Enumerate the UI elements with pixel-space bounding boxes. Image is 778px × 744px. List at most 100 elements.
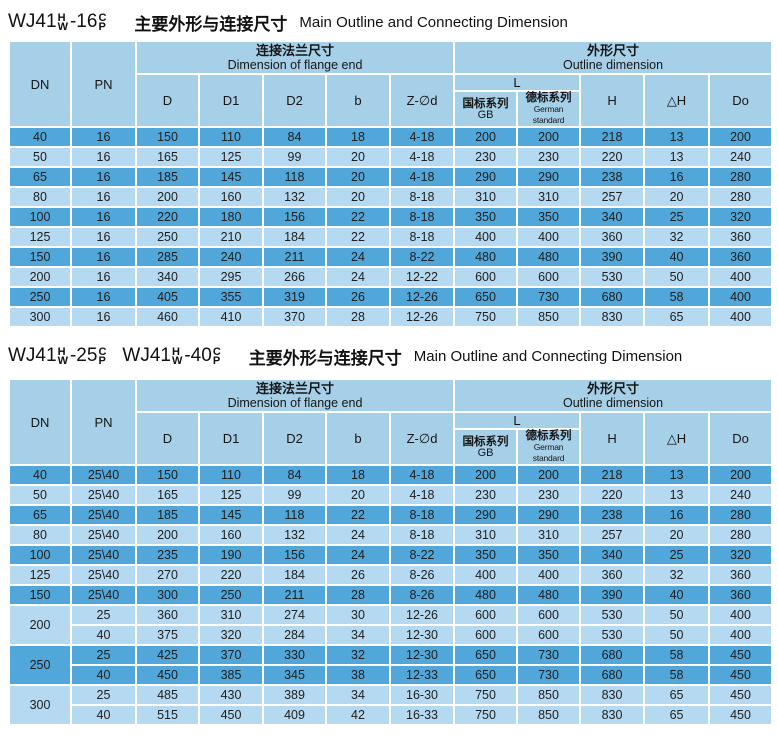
group-header-outline-cn: 外形尺寸: [587, 43, 640, 58]
col-header-l: L: [453, 73, 582, 92]
cell: 12-22: [388, 266, 456, 288]
model-code-wj41-40: WJ41 H W -40 C P: [122, 345, 222, 367]
cell: 350: [516, 206, 582, 228]
model-rating: -25: [69, 345, 98, 366]
table-body: 40 25\40 150 110 84 18 4-18 200 200 218 13 200 50 25\…: [8, 464, 774, 726]
cell: 385: [198, 664, 264, 686]
model-sup2: C: [212, 346, 221, 358]
cell: 132: [262, 524, 327, 546]
col-header-delta-h: △H: [643, 411, 711, 466]
catalog-page: WJ41 H W -16 C P 主要外形与连接尺寸 Main Outline and C…: [8, 11, 774, 726]
cell: 200: [708, 126, 774, 148]
table-header: DN PN 连接法兰尺寸 Dimension of flange end 外形尺…: [8, 378, 774, 466]
cell: 16: [643, 504, 711, 526]
cell: 280: [708, 524, 774, 546]
model-rating: -40: [184, 345, 212, 366]
cell: 450: [198, 704, 264, 726]
group-header-outline-en: Outline dimension: [563, 58, 664, 72]
cell: 850: [516, 306, 582, 328]
cell: 8-26: [388, 584, 456, 606]
cell: 530: [579, 266, 646, 288]
col-header-zd: Z-∅d: [388, 411, 456, 466]
cell: 238: [579, 504, 646, 526]
cell: 8-18: [388, 524, 456, 546]
cell: 24: [325, 266, 391, 288]
cell: 165: [135, 484, 200, 506]
cell-pn: 25\40: [70, 484, 137, 506]
cell: 830: [579, 704, 646, 726]
dimension-table-pn25-40: DN PN 连接法兰尺寸 Dimension of flange end 外形尺…: [8, 378, 774, 726]
cell: 310: [516, 186, 582, 208]
cell-pn: 25\40: [70, 564, 137, 586]
cell: 600: [516, 624, 582, 646]
cell: 360: [579, 226, 646, 248]
cell: 200: [708, 464, 774, 486]
cell: 290: [516, 166, 582, 188]
cell: 125: [198, 484, 264, 506]
col-header-pn: PN: [70, 378, 137, 466]
cell: 280: [708, 166, 774, 188]
cell: 350: [453, 206, 519, 228]
cell: 350: [453, 544, 519, 566]
cell: 4-18: [388, 464, 456, 486]
cell: 20: [643, 186, 711, 208]
cell-pn: 16: [70, 186, 137, 208]
german-series-cn: 德标系列: [525, 430, 572, 442]
cell-pn: 25: [70, 644, 137, 666]
title-english: Main Outline and Connecting Dimension: [413, 347, 683, 365]
col-header-d1: D1: [198, 73, 264, 128]
col-header-dn: DN: [8, 40, 72, 128]
cell: 200: [516, 126, 582, 148]
cell-pn: 40: [70, 624, 137, 646]
cell: 211: [262, 246, 327, 268]
cell: 24: [325, 544, 391, 566]
cell: 65: [643, 684, 711, 706]
gb-series-en: GB: [477, 108, 494, 121]
cell: 310: [198, 604, 264, 626]
cell: 84: [262, 126, 327, 148]
cell: 400: [708, 306, 774, 328]
cell: 680: [579, 286, 646, 308]
cell: 284: [262, 624, 327, 646]
cell-pn: 25\40: [70, 504, 137, 526]
cell: 18: [325, 126, 391, 148]
col-header-d: D: [135, 411, 200, 466]
cell-dn: 65: [8, 504, 72, 526]
german-series-cn: 德标系列: [525, 92, 572, 104]
cell: 8-18: [388, 186, 456, 208]
cell: 34: [325, 624, 391, 646]
model-code-wj41-16: WJ41 H W -16 C P: [8, 11, 108, 33]
cell: 34: [325, 684, 391, 706]
group-header-flange-cn: 连接法兰尺寸: [256, 43, 335, 58]
cell: 30: [325, 604, 391, 626]
cell-dn: 125: [8, 564, 72, 586]
cell-pn: 16: [70, 246, 137, 268]
cell: 20: [643, 524, 711, 546]
model-sub: W: [171, 355, 183, 367]
cell: 266: [262, 266, 327, 288]
gb-series-en: GB: [477, 446, 494, 459]
table-header: DN PN 连接法兰尺寸 Dimension of flange end 外形尺…: [8, 40, 774, 128]
title-chinese: 主要外形与连接尺寸: [248, 348, 402, 368]
cell: 330: [262, 644, 327, 666]
table-row: 40 450 385 345 38 12-33 650 730 680 58 450: [9, 664, 774, 686]
cell: 480: [516, 246, 582, 268]
cell: 400: [453, 226, 519, 248]
cell: 99: [262, 484, 327, 506]
cell: 200: [516, 464, 582, 486]
cell: 600: [453, 604, 519, 626]
cell: 12-26: [388, 604, 456, 626]
cell: 16: [643, 166, 711, 188]
cell: 200: [135, 186, 200, 208]
cell: 290: [453, 166, 519, 188]
cell: 450: [708, 664, 774, 686]
cell: 58: [643, 644, 711, 666]
cell: 450: [135, 664, 200, 686]
cell: 320: [708, 544, 774, 566]
cell-pn: 25\40: [70, 544, 137, 566]
cell-pn: 16: [70, 266, 137, 288]
cell-dn: 50: [8, 146, 72, 168]
cell: 600: [516, 266, 582, 288]
gb-series-cn: 国标系列: [462, 435, 509, 448]
